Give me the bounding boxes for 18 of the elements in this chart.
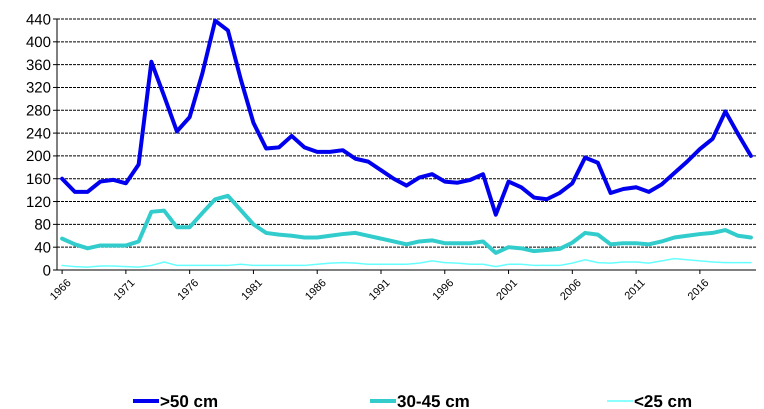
- y-tick-label: 240: [26, 125, 51, 142]
- line-series: [60, 194, 753, 255]
- y-tick-label: 280: [26, 102, 51, 120]
- y-tick-label: 440: [26, 11, 51, 28]
- y-tick-label: 200: [26, 148, 51, 166]
- y-tick-label: 0: [42, 262, 51, 280]
- y-tick-label: 400: [26, 34, 51, 52]
- y-tick-label: 360: [26, 56, 51, 74]
- legend-label: >50 cm: [160, 392, 218, 409]
- y-tick-label: 320: [26, 80, 51, 97]
- y-tick-label: 120: [26, 194, 51, 211]
- y-tick-label: 40: [34, 239, 51, 256]
- line-series: [60, 18, 753, 217]
- y-tick-label: 160: [26, 170, 51, 188]
- line-series: [61, 258, 752, 268]
- legend-label: 30-45 cm: [397, 392, 470, 409]
- legend-label: <25 cm: [634, 392, 692, 409]
- y-tick-label: 80: [34, 216, 51, 234]
